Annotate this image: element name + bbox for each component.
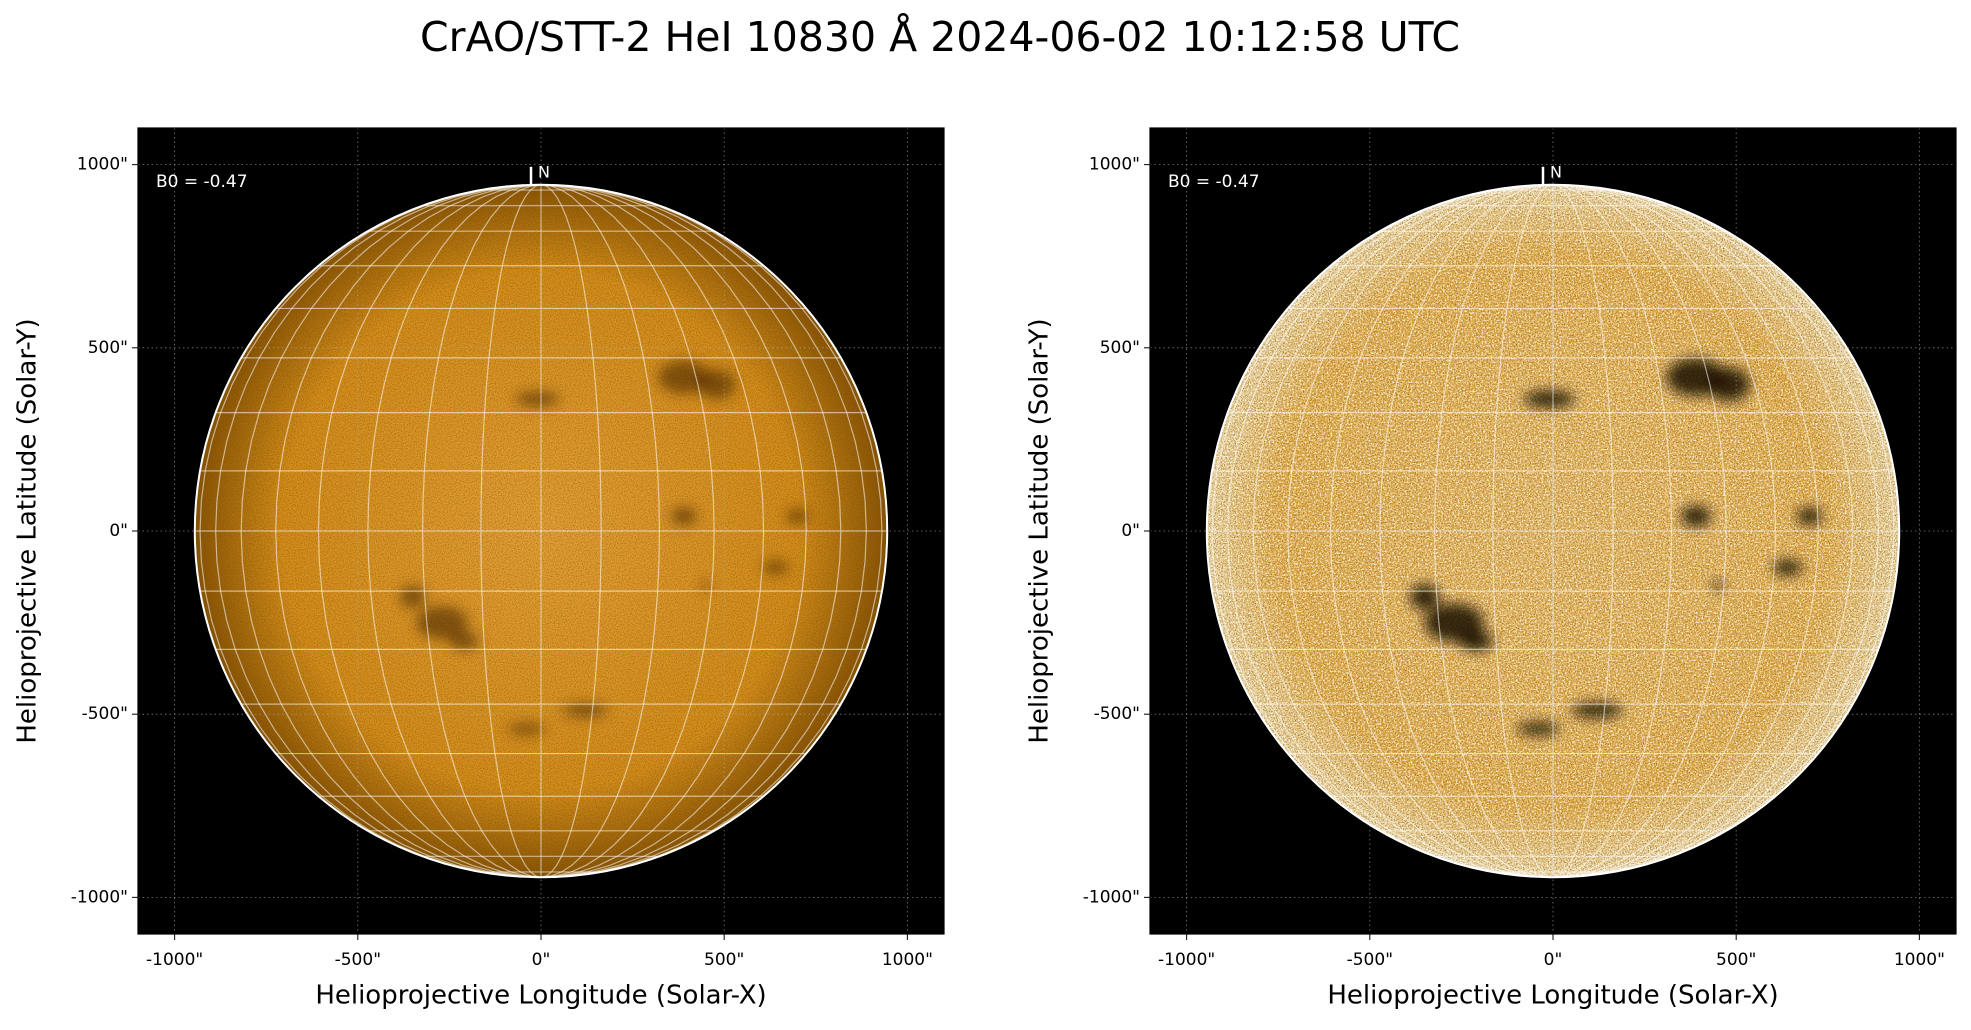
y-tick-label: -1000": [1083, 887, 1140, 907]
longitude-line: [275, 184, 542, 878]
axes: N B0 = -0.47 -1000" -500" 0" 500" 1000" -1000" -…: [13, 127, 945, 1011]
longitude-line: [1211, 184, 1554, 878]
filament: [1681, 505, 1711, 527]
filament: [1712, 580, 1723, 592]
filament: [562, 703, 607, 718]
filament: [1571, 702, 1623, 719]
x-tick-label: 500": [1716, 950, 1756, 970]
solar-disc: [194, 184, 888, 878]
x-tick-label: -500": [335, 950, 381, 970]
filament: [416, 606, 468, 640]
filament: [515, 391, 560, 407]
y-tick-label: 500": [88, 338, 128, 358]
north-label: N: [538, 162, 550, 181]
longitude-line: [540, 184, 602, 878]
filament: [698, 369, 736, 400]
north-label: N: [1550, 162, 1562, 181]
filament: [701, 581, 711, 591]
axes: N B0 = -0.47 -1000" -500" 0" 500" 1000" -1000" -…: [1025, 127, 1957, 1011]
y-tick-label: 1000": [77, 155, 128, 175]
filament: [449, 631, 479, 651]
longitude-line: [1252, 184, 1554, 878]
limb: [193, 183, 889, 879]
filament: [762, 561, 789, 575]
filament: [1524, 390, 1575, 408]
filament: [1796, 507, 1823, 525]
filament: [671, 507, 697, 526]
y-tick-label: 1000": [1089, 155, 1140, 175]
longitude-line: [1287, 184, 1554, 878]
y-tick-label: -500": [82, 704, 128, 724]
axes-frame: [1149, 127, 1957, 935]
filament: [508, 723, 545, 735]
filament: [1707, 367, 1750, 402]
solar-disc: [1206, 184, 1900, 878]
y-tick-label: 0": [1121, 521, 1140, 541]
filament: [786, 509, 809, 524]
annotation: B0 = -0.47: [1168, 172, 1260, 192]
filament: [1410, 584, 1440, 610]
y-tick-label: 500": [1100, 338, 1140, 358]
x-tick-label: -1000": [1158, 950, 1215, 970]
x-tick-label: -500": [1347, 950, 1393, 970]
dark-features: [399, 360, 809, 735]
x-axis-label: Helioprojective Longitude (Solar-X): [315, 981, 766, 1011]
x-tick-label: 1000": [882, 950, 933, 970]
longitude-line: [540, 184, 661, 878]
y-tick-label: 0": [109, 521, 128, 541]
y-axis-label: Helioprojective Latitude (Solar-Y): [1025, 318, 1055, 743]
filament: [399, 585, 426, 608]
longitude-line: [1552, 184, 1614, 878]
limb: [1205, 183, 1901, 879]
filament: [1772, 560, 1803, 576]
x-tick-label: 1000": [1894, 950, 1945, 970]
y-tick-label: -500": [1094, 704, 1140, 724]
longitude-line: [1552, 184, 1673, 878]
x-tick-label: 500": [704, 950, 744, 970]
axes-frame: [137, 127, 945, 935]
x-tick-label: 0": [532, 950, 551, 970]
x-axis-label: Helioprojective Longitude (Solar-X): [1327, 981, 1778, 1011]
y-axis-label: Helioprojective Latitude (Solar-Y): [13, 318, 43, 743]
longitude-line: [199, 184, 542, 878]
y-tick-label: -1000": [71, 887, 128, 907]
x-tick-label: -1000": [146, 950, 203, 970]
filament: [1517, 722, 1560, 736]
longitude-line: [1552, 184, 1819, 878]
x-tick-label: 0": [1544, 950, 1563, 970]
filament: [1459, 630, 1493, 652]
annotation: B0 = -0.47: [156, 172, 248, 192]
longitude-line: [540, 184, 867, 878]
longitude-line: [1552, 184, 1879, 878]
longitude-line: [540, 184, 807, 878]
longitude-line: [240, 184, 542, 878]
figure-title: CrAO/STT-2 HeI 10830 Å 2024-06-02 10:12:…: [420, 13, 1460, 61]
filament: [658, 360, 710, 394]
